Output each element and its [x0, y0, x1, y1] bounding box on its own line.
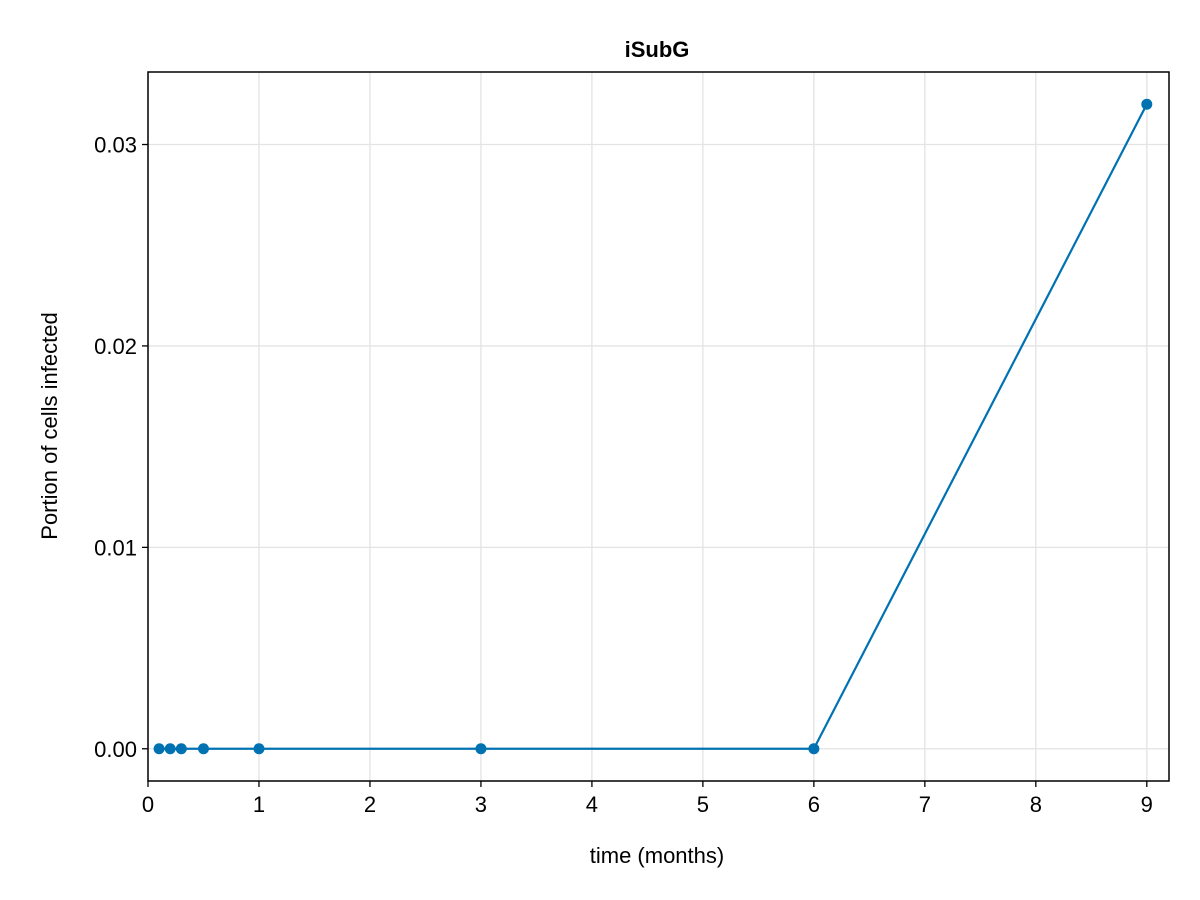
data-point: [153, 743, 165, 755]
x-tick-label: 6: [808, 792, 820, 817]
x-tick-label: 9: [1141, 792, 1153, 817]
data-point: [475, 743, 487, 755]
ticks: 0 1 2 3 4 5 6 7 8 9 0.00 0.01 0.02 0.03: [94, 133, 1153, 817]
x-axis-label: time (months): [590, 843, 724, 868]
chart-title: iSubG: [625, 37, 690, 62]
x-tick-label: 7: [919, 792, 931, 817]
data-point: [253, 743, 265, 755]
x-tick-label: 8: [1030, 792, 1042, 817]
data-point: [808, 743, 820, 755]
data-point: [197, 743, 209, 755]
x-tick-label: 2: [364, 792, 376, 817]
x-tick-label: 5: [697, 792, 709, 817]
x-tick-label: 4: [586, 792, 598, 817]
data-point: [164, 743, 176, 755]
y-tick-label: 0.01: [94, 535, 137, 560]
data-point: [1141, 98, 1153, 110]
data-point: [175, 743, 187, 755]
y-axis-label: Portion of cells infected: [37, 312, 62, 539]
x-tick-label: 1: [253, 792, 265, 817]
x-tick-label: 3: [475, 792, 487, 817]
y-tick-label: 0.03: [94, 133, 137, 158]
plot-frame: [147, 71, 1170, 782]
y-tick-label: 0.00: [94, 737, 137, 762]
y-tick-label: 0.02: [94, 334, 137, 359]
x-tick-label: 0: [142, 792, 154, 817]
series-layer: [153, 98, 1153, 755]
